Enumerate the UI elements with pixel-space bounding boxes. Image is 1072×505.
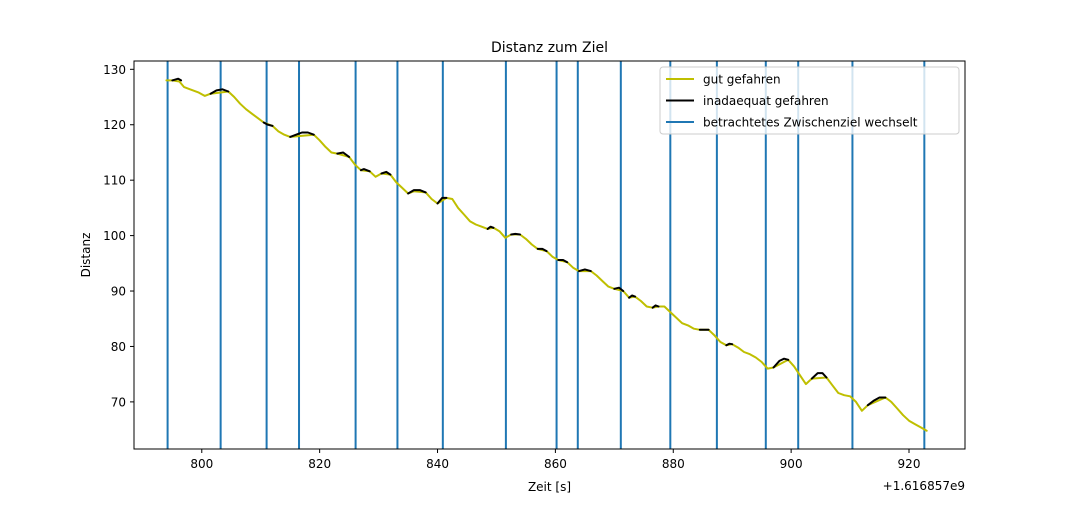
- x-tick-label: 820: [308, 457, 331, 471]
- y-tick-label: 90: [111, 285, 126, 299]
- legend: gut gefahren inadaequat gefahren betrach…: [659, 66, 960, 135]
- y-tick-label: 120: [103, 118, 126, 132]
- series-segment-inadaequat-gefahren: [380, 170, 392, 176]
- y-tick-label: 110: [103, 174, 126, 188]
- y-tick-label: 80: [111, 340, 126, 354]
- vlines-layer: [166, 61, 926, 449]
- x-tick-label: 920: [898, 457, 921, 471]
- series-segment-inadaequat-gefahren: [810, 372, 828, 380]
- series-segment-inadaequat-gefahren: [651, 304, 660, 309]
- series-segment-inadaequat-gefahren: [772, 357, 790, 369]
- y-tick-label: 130: [103, 63, 126, 77]
- legend-label-bad: inadaequat gefahren: [703, 94, 829, 108]
- legend-box: [659, 66, 960, 135]
- series-segment-inadaequat-gefahren: [486, 225, 495, 230]
- chart-title: Distanz zum Ziel: [491, 40, 608, 56]
- x-ticks: 800 820 840 860 880 900 920: [190, 449, 920, 471]
- x-axis-label: Zeit [s]: [528, 480, 571, 494]
- series-segment-inadaequat-gefahren: [407, 189, 427, 195]
- series-segment-inadaequat-gefahren: [359, 168, 371, 173]
- series-segment-inadaequat-gefahren: [336, 151, 351, 158]
- series-segment-inadaequat-gefahren: [725, 342, 734, 347]
- series-segment-inadaequat-gefahren: [171, 77, 183, 82]
- series-segment-inadaequat-gefahren: [262, 121, 274, 127]
- y-tick-label: 100: [103, 229, 126, 243]
- bad-line-layer: [171, 77, 887, 407]
- series-segment-inadaequat-gefahren: [289, 131, 315, 138]
- y-axis-label: Distanz: [79, 233, 93, 278]
- good-line-layer: [165, 79, 928, 432]
- x-tick-label: 800: [190, 457, 213, 471]
- x-tick-label: 860: [544, 457, 567, 471]
- x-tick-label: 840: [426, 457, 449, 471]
- series-segment-inadaequat-gefahren: [578, 268, 592, 273]
- legend-label-vline: betrachtetes Zwischenziel wechselt: [703, 116, 918, 130]
- y-ticks: 70 80 90 100 110 120 130: [103, 63, 134, 409]
- series-segment-inadaequat-gefahren: [209, 88, 230, 95]
- y-tick-label: 70: [111, 395, 126, 409]
- x-offset-label: +1.616857e9: [883, 479, 965, 493]
- plot-frame: [133, 60, 966, 450]
- series-segment-inadaequat-gefahren: [510, 232, 521, 236]
- x-tick-label: 880: [662, 457, 685, 471]
- x-tick-label: 900: [780, 457, 803, 471]
- series-segment-inadaequat-gefahren: [628, 294, 636, 299]
- series-line-gut-gefahren: [165, 79, 928, 432]
- series-segment-inadaequat-gefahren: [557, 259, 569, 264]
- series-segment-inadaequat-gefahren: [536, 247, 548, 253]
- series-segment-inadaequat-gefahren: [613, 286, 625, 292]
- series-segment-inadaequat-gefahren: [866, 396, 887, 407]
- legend-label-good: gut gefahren: [703, 73, 781, 87]
- series-segment-inadaequat-gefahren: [436, 196, 448, 205]
